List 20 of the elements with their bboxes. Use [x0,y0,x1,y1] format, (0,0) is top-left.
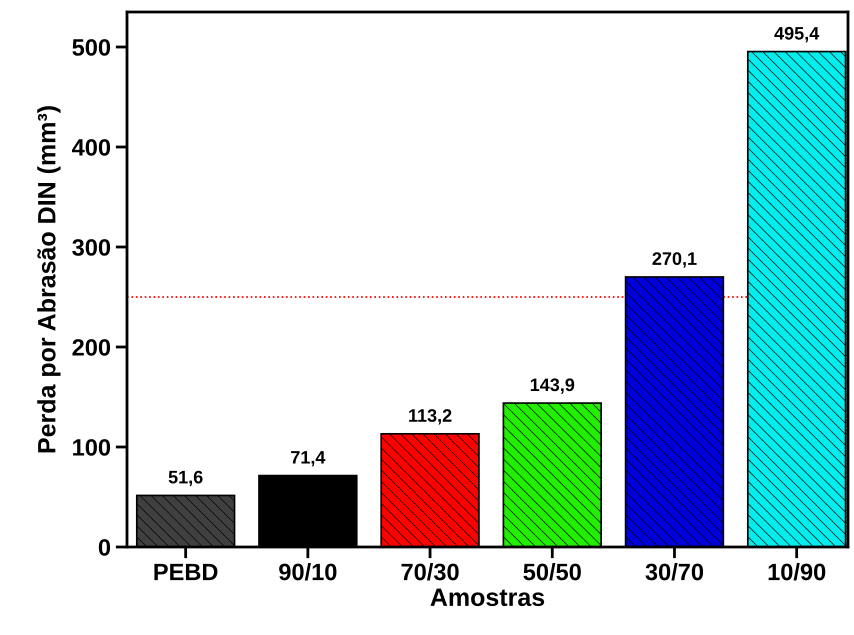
data-label: 51,6 [168,470,203,486]
y-axis-title: Perda por Abrasão DIN (mm³) [37,106,61,452]
x-tick-label: 70/30 [402,562,459,581]
data-label: 270,1 [652,252,697,268]
x-tick-label: 10/90 [768,562,826,581]
data-label: 71,4 [291,451,326,466]
y-tick-label: 400 [72,139,110,156]
data-label: 143,9 [530,378,574,394]
x-tick-label: 30/70 [645,562,704,581]
x-axis-title: Amostras [430,588,544,606]
y-tick-label: 500 [72,39,110,56]
data-label: 495,4 [774,26,820,42]
x-tick-label: 90/10 [279,562,336,581]
y-tick-label: 200 [72,339,110,356]
data-label: 113,2 [409,409,452,425]
y-tick-label: 100 [73,439,110,456]
y-tick-label: 300 [72,239,110,256]
y-tick-label: 0 [98,539,110,556]
x-tick-label: PEBD [154,564,218,580]
x-tick-label: 50/50 [523,562,581,581]
